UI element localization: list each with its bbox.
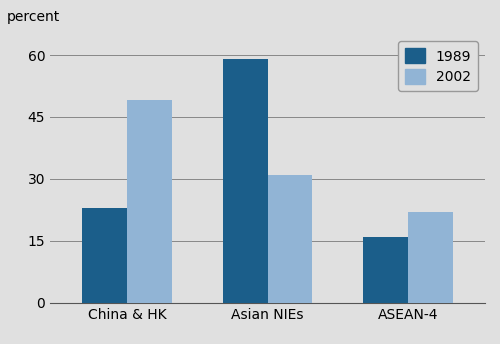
Legend: 1989, 2002: 1989, 2002 xyxy=(398,41,478,91)
Bar xyxy=(268,175,312,303)
Bar xyxy=(363,237,408,303)
Bar xyxy=(127,100,172,303)
Bar xyxy=(82,208,127,303)
Bar xyxy=(222,59,268,303)
Bar xyxy=(408,212,453,303)
Text: percent: percent xyxy=(6,10,60,24)
